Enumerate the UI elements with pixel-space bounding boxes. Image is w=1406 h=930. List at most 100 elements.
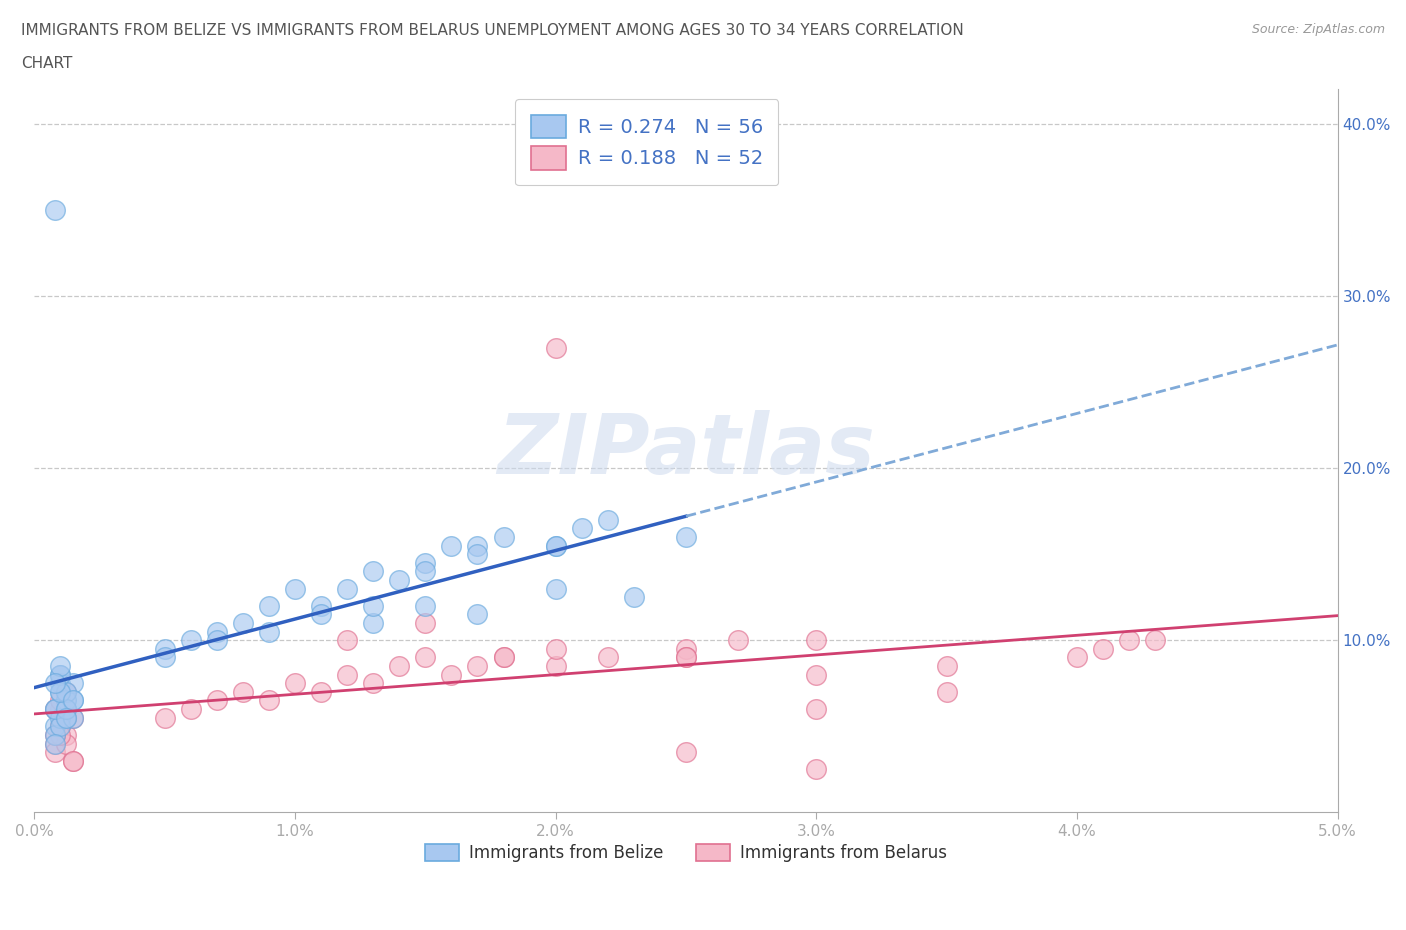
Point [49, 711, 72, 725]
Point [49, 693, 72, 708]
Point [309, 684, 332, 699]
Point [62, 711, 84, 725]
Point [284, 581, 307, 596]
Point [49, 676, 72, 691]
Point [492, 529, 515, 544]
Point [49, 719, 72, 734]
Point [675, 650, 697, 665]
Point [935, 658, 957, 673]
Point [1092, 642, 1115, 657]
Point [492, 650, 515, 665]
Point [1144, 632, 1167, 647]
Point [153, 642, 176, 657]
Point [44, 701, 66, 716]
Point [44, 736, 66, 751]
Point [388, 658, 411, 673]
Point [544, 538, 567, 553]
Point [55, 711, 77, 725]
Point [44, 727, 66, 742]
Point [336, 632, 359, 647]
Point [806, 632, 828, 647]
Text: CHART: CHART [21, 56, 73, 71]
Point [44, 745, 66, 760]
Point [675, 745, 697, 760]
Point [205, 693, 228, 708]
Point [440, 667, 463, 682]
Point [44, 701, 66, 716]
Point [180, 632, 202, 647]
Point [675, 642, 697, 657]
Point [336, 581, 359, 596]
Point [309, 607, 332, 622]
Point [544, 642, 567, 657]
Point [257, 624, 280, 639]
Point [596, 650, 619, 665]
Point [55, 701, 77, 716]
Point [806, 667, 828, 682]
Point [44, 719, 66, 734]
Point [596, 512, 619, 527]
Point [49, 719, 72, 734]
Point [62, 753, 84, 768]
Text: ZIPatlas: ZIPatlas [498, 410, 875, 491]
Point [675, 650, 697, 665]
Point [415, 616, 437, 631]
Point [257, 598, 280, 613]
Point [153, 711, 176, 725]
Point [623, 590, 645, 604]
Point [232, 616, 254, 631]
Point [49, 667, 72, 682]
Point [44, 203, 66, 218]
Point [388, 573, 411, 588]
Point [336, 667, 359, 682]
Point [257, 693, 280, 708]
Point [415, 650, 437, 665]
Point [49, 684, 72, 699]
Point [232, 684, 254, 699]
Point [492, 650, 515, 665]
Point [62, 711, 84, 725]
Point [205, 632, 228, 647]
Point [55, 684, 77, 699]
Point [361, 676, 384, 691]
Point [1066, 650, 1088, 665]
Point [49, 684, 72, 699]
Point [62, 676, 84, 691]
Point [55, 711, 77, 725]
Point [49, 667, 72, 682]
Point [544, 581, 567, 596]
Point [415, 564, 437, 578]
Point [571, 521, 593, 536]
Point [361, 616, 384, 631]
Legend: Immigrants from Belize, Immigrants from Belarus: Immigrants from Belize, Immigrants from … [419, 838, 953, 870]
Text: IMMIGRANTS FROM BELIZE VS IMMIGRANTS FROM BELARUS UNEMPLOYMENT AMONG AGES 30 TO : IMMIGRANTS FROM BELIZE VS IMMIGRANTS FRO… [21, 23, 965, 38]
Point [1118, 632, 1140, 647]
Point [55, 693, 77, 708]
Point [284, 676, 307, 691]
Point [180, 701, 202, 716]
Point [44, 676, 66, 691]
Point [55, 684, 77, 699]
Point [62, 753, 84, 768]
Point [467, 658, 489, 673]
Point [55, 701, 77, 716]
Point [806, 762, 828, 777]
Point [415, 555, 437, 570]
Point [62, 693, 84, 708]
Point [544, 340, 567, 355]
Text: Source: ZipAtlas.com: Source: ZipAtlas.com [1251, 23, 1385, 36]
Point [309, 598, 332, 613]
Point [727, 632, 749, 647]
Point [55, 727, 77, 742]
Point [49, 719, 72, 734]
Point [935, 684, 957, 699]
Point [361, 598, 384, 613]
Point [205, 624, 228, 639]
Point [467, 538, 489, 553]
Point [415, 598, 437, 613]
Point [49, 658, 72, 673]
Point [49, 701, 72, 716]
Point [44, 727, 66, 742]
Point [153, 650, 176, 665]
Point [467, 607, 489, 622]
